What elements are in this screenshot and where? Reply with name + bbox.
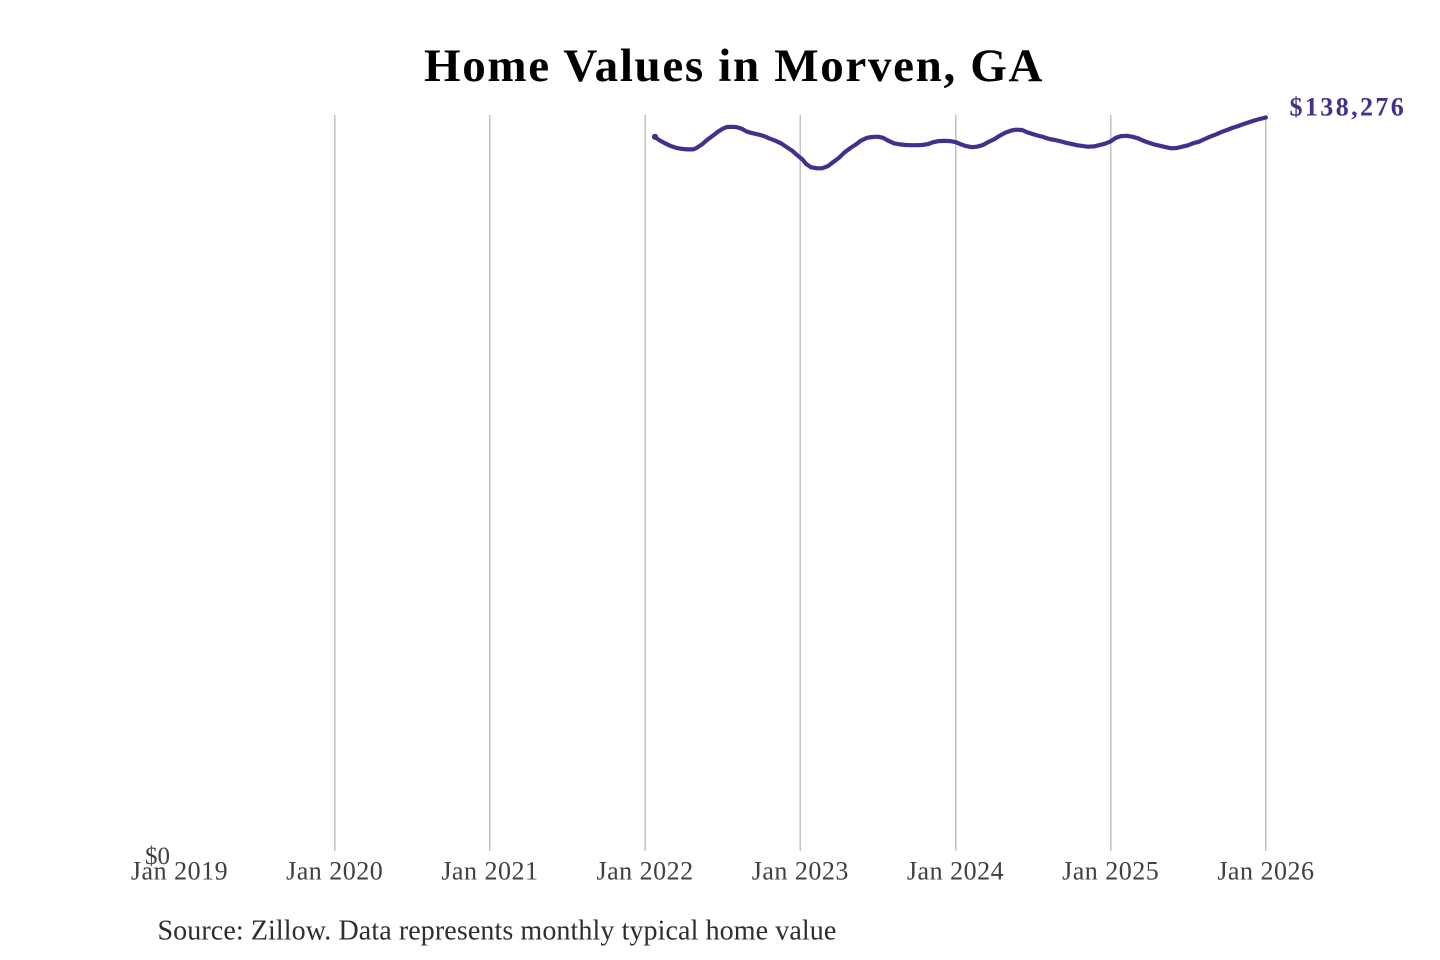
svg-text:Jan 2026: Jan 2026 (1217, 857, 1314, 886)
svg-text:$138,276: $138,276 (1290, 93, 1407, 122)
svg-text:$0: $0 (145, 843, 170, 870)
svg-text:Source: Zillow. Data represent: Source: Zillow. Data represents monthly … (158, 916, 837, 947)
svg-text:Jan 2025: Jan 2025 (1062, 857, 1159, 886)
svg-text:Jan 2021: Jan 2021 (441, 857, 538, 886)
svg-text:Home Values in Morven, GA: Home Values in Morven, GA (424, 40, 1044, 92)
svg-text:Jan 2024: Jan 2024 (907, 857, 1004, 886)
svg-text:Jan 2019: Jan 2019 (131, 857, 228, 886)
svg-text:Jan 2023: Jan 2023 (752, 857, 849, 886)
svg-text:Jan 2022: Jan 2022 (597, 857, 694, 886)
svg-text:Jan 2020: Jan 2020 (286, 857, 383, 886)
